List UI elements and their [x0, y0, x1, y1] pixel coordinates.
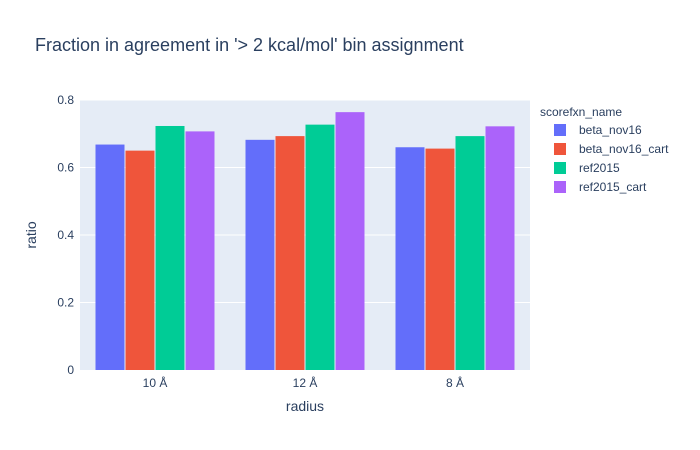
bar-beta_nov16-2 — [395, 147, 425, 370]
bar-ref2015-1 — [305, 124, 335, 370]
x-tick-label: 10 Å — [143, 375, 168, 390]
x-tick-label: 12 Å — [293, 375, 318, 390]
y-tick-label: 0.4 — [57, 228, 74, 242]
x-tick-label: 8 Å — [446, 375, 464, 390]
bars — [95, 112, 515, 371]
legend-label-beta_nov16: beta_nov16 — [579, 123, 642, 137]
legend-swatch-beta_nov16_cart — [554, 143, 566, 155]
bar-ref2015_cart-1 — [335, 112, 365, 371]
bar-ref2015-2 — [455, 136, 485, 370]
x-axis-ticks: 10 Å 12 Å 8 Å — [143, 375, 464, 390]
legend-label-ref2015: ref2015 — [579, 161, 620, 175]
legend-swatch-ref2015_cart — [554, 181, 566, 193]
bar-ref2015-0 — [155, 125, 185, 370]
y-tick-label: 0.8 — [57, 93, 74, 107]
y-tick-label: 0 — [67, 363, 74, 377]
x-axis-title: radius — [286, 398, 324, 414]
y-tick-label: 0.2 — [57, 296, 74, 310]
bar-beta_nov16-0 — [95, 144, 125, 370]
y-axis-title: ratio — [23, 221, 39, 248]
y-tick-label: 0.6 — [57, 161, 74, 175]
bar-ref2015_cart-0 — [185, 131, 215, 370]
bar-beta_nov16_cart-1 — [275, 136, 305, 370]
bar-beta_nov16_cart-0 — [125, 150, 155, 370]
y-axis-ticks: 0 0.2 0.4 0.6 0.8 — [57, 93, 74, 377]
legend-label-beta_nov16_cart: beta_nov16_cart — [579, 142, 669, 156]
legend-label-ref2015_cart: ref2015_cart — [579, 180, 647, 194]
bar-beta_nov16_cart-2 — [425, 148, 455, 370]
chart-title: Fraction in agreement in '> 2 kcal/mol' … — [35, 35, 464, 55]
legend: scorefxn_name beta_nov16 beta_nov16_cartr… — [540, 105, 669, 194]
legend-title: scorefxn_name — [540, 105, 622, 119]
bar-ref2015_cart-2 — [485, 126, 515, 370]
legend-swatch-ref2015 — [554, 162, 566, 174]
bar-beta_nov16-1 — [245, 139, 275, 370]
legend-swatch-beta_nov16 — [554, 124, 566, 136]
gridlines — [80, 99, 530, 303]
